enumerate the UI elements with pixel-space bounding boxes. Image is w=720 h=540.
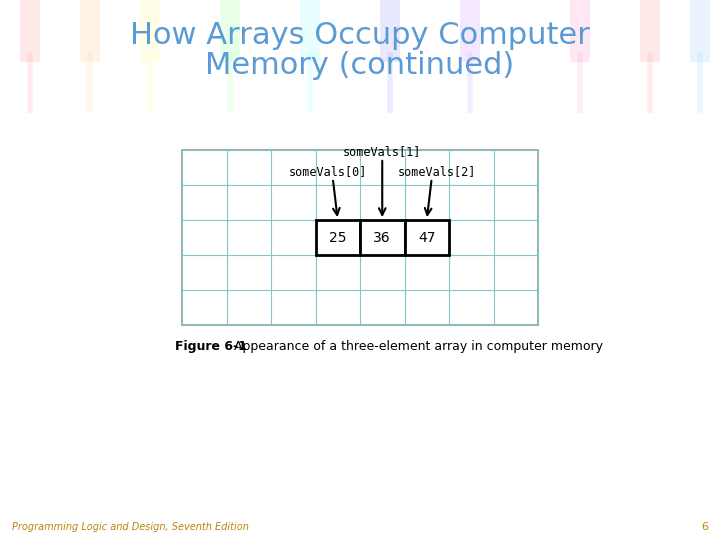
Text: 6: 6 (701, 522, 708, 532)
FancyBboxPatch shape (380, 0, 400, 62)
FancyBboxPatch shape (20, 0, 40, 62)
Bar (315, 220, 360, 255)
FancyBboxPatch shape (300, 0, 320, 62)
Text: Figure 6-1: Figure 6-1 (175, 340, 247, 353)
Text: Programming Logic and Design, Seventh Edition: Programming Logic and Design, Seventh Ed… (12, 522, 249, 532)
FancyBboxPatch shape (80, 0, 100, 62)
FancyBboxPatch shape (690, 0, 710, 62)
FancyBboxPatch shape (570, 0, 590, 62)
Text: Memory (continued): Memory (continued) (205, 51, 515, 80)
FancyBboxPatch shape (220, 0, 240, 62)
FancyBboxPatch shape (140, 0, 160, 62)
Bar (360, 220, 405, 255)
FancyBboxPatch shape (460, 0, 480, 62)
Text: 47: 47 (418, 231, 436, 245)
Text: 25: 25 (329, 231, 346, 245)
Text: Appearance of a three-element array in computer memory: Appearance of a three-element array in c… (230, 340, 603, 353)
FancyBboxPatch shape (640, 0, 660, 62)
Bar (405, 220, 449, 255)
Text: someVals[2]: someVals[2] (397, 165, 476, 178)
Text: How Arrays Occupy Computer: How Arrays Occupy Computer (130, 21, 590, 50)
Text: someVals[1]: someVals[1] (343, 145, 421, 158)
Text: someVals[0]: someVals[0] (289, 165, 367, 178)
Text: 36: 36 (374, 231, 391, 245)
Bar (182, 150, 538, 325)
